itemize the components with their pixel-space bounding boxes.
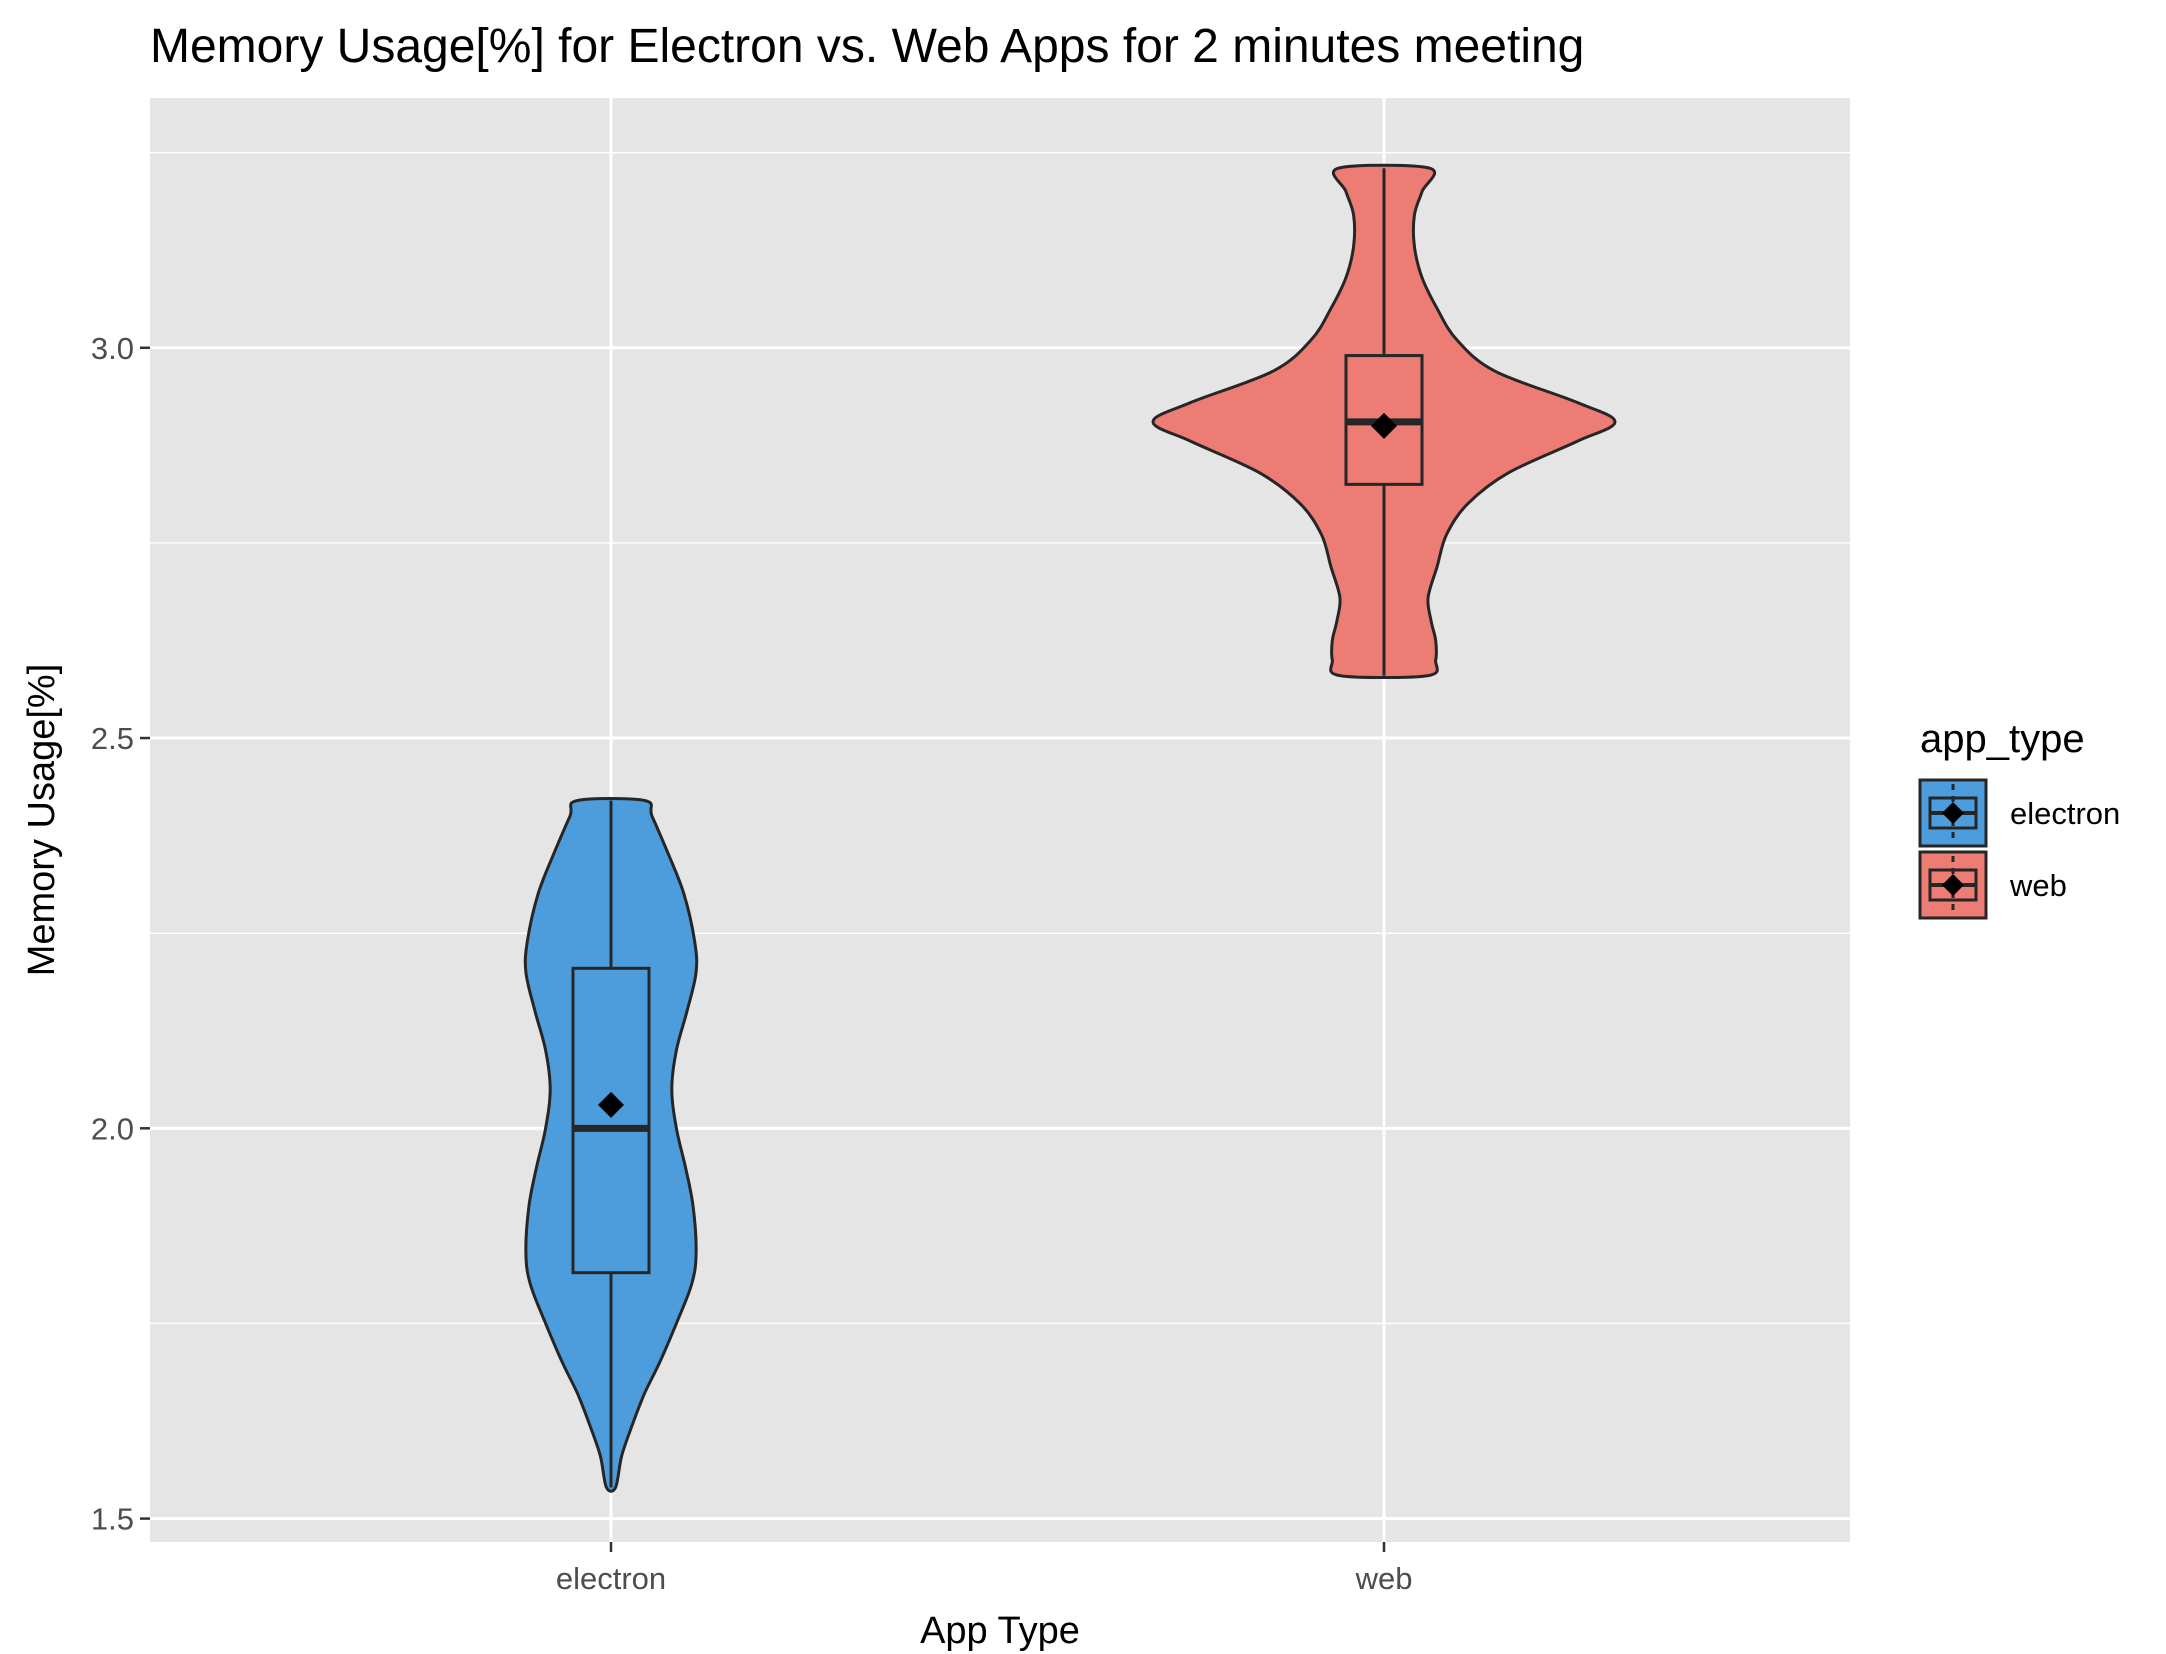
legend-label-web: web xyxy=(2009,868,2067,903)
legend-key-electron xyxy=(1918,778,1988,848)
x-tick-label: electron xyxy=(556,1561,666,1596)
mean-point-web xyxy=(1371,412,1397,439)
grid-minor-lines xyxy=(150,151,1850,1325)
legend-items: electron web xyxy=(1918,778,2120,920)
x-axis: electron web xyxy=(556,1542,1413,1596)
legend-key-web xyxy=(1918,850,1988,920)
y-axis: 1.5 2.0 2.5 3.0 xyxy=(91,331,150,1537)
plot-panel xyxy=(150,98,1850,1542)
y-tick-label: 1.5 xyxy=(91,1502,134,1537)
y-tick-label: 2.0 xyxy=(91,1111,134,1146)
y-tick-label: 3.0 xyxy=(91,331,134,366)
y-axis-title: Memory Usage[%] xyxy=(21,664,63,977)
legend-label-electron: electron xyxy=(2010,796,2120,831)
x-axis-title: App Type xyxy=(920,1610,1080,1652)
legend: app_type electron web xyxy=(1918,717,2120,920)
chart-title: Memory Usage[%] for Electron vs. Web App… xyxy=(150,20,1584,73)
box-electron xyxy=(571,966,651,1275)
y-tick-label: 2.5 xyxy=(91,721,134,756)
legend-title: app_type xyxy=(1920,717,2085,761)
x-tick-label: web xyxy=(1355,1561,1413,1596)
mean-point-electron xyxy=(598,1091,624,1118)
mean-markers xyxy=(598,412,1397,1118)
